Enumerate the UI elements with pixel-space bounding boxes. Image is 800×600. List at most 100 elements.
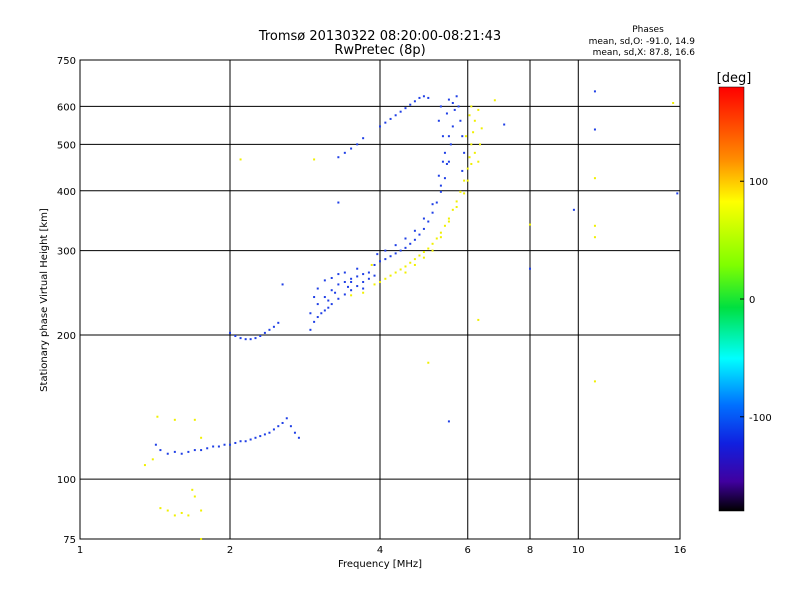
data-point-o-mode xyxy=(418,233,421,236)
data-point-o-mode xyxy=(431,211,434,214)
data-point-o-mode xyxy=(229,331,231,334)
data-point-o-mode xyxy=(313,296,316,299)
data-point-x-mode xyxy=(394,271,397,274)
data-point-o-mode xyxy=(323,296,326,299)
data-point-o-mode xyxy=(323,309,326,312)
data-point-o-mode xyxy=(350,289,353,292)
data-point-o-mode xyxy=(593,90,596,93)
data-point-x-mode xyxy=(439,236,442,239)
data-point-x-mode xyxy=(313,158,316,161)
data-point-o-mode xyxy=(343,293,346,296)
data-point-x-mode xyxy=(399,268,402,271)
data-point-x-mode xyxy=(459,190,462,193)
data-point-o-mode xyxy=(316,316,319,319)
data-point-o-mode xyxy=(362,280,365,283)
data-point-o-mode xyxy=(223,443,226,446)
data-point-o-mode xyxy=(373,263,376,266)
data-point-o-mode xyxy=(212,445,215,448)
data-point-o-mode xyxy=(337,297,340,300)
y-axis-ticks: 75 100 200 300 400 500 600 750 xyxy=(57,56,76,546)
data-point-o-mode xyxy=(337,273,340,276)
data-point-x-mode xyxy=(443,224,446,227)
data-point-x-mode xyxy=(370,263,373,266)
data-point-o-mode xyxy=(399,110,402,113)
data-point-o-mode xyxy=(309,312,312,315)
data-point-x-mode xyxy=(431,242,434,245)
data-point-o-mode xyxy=(323,279,326,282)
data-point-o-mode xyxy=(268,328,271,331)
data-point-o-mode xyxy=(437,119,440,122)
data-point-o-mode xyxy=(337,156,340,159)
data-point-x-mode xyxy=(422,251,425,254)
y-tick-label: 200 xyxy=(57,331,76,342)
data-point-x-mode xyxy=(480,127,483,130)
data-point-x-mode xyxy=(422,256,425,259)
colorbar-label: [deg] xyxy=(717,71,752,86)
data-point-o-mode xyxy=(187,450,190,453)
data-point-x-mode xyxy=(173,514,176,517)
data-point-o-mode xyxy=(404,246,407,249)
data-point-o-mode xyxy=(437,174,440,177)
y-tick-label: 600 xyxy=(57,102,76,113)
data-point-o-mode xyxy=(459,119,462,122)
data-point-x-mode xyxy=(435,237,438,240)
data-point-x-mode xyxy=(593,177,596,180)
data-point-o-mode xyxy=(343,271,346,274)
data-point-x-mode xyxy=(464,135,467,138)
data-point-x-mode xyxy=(468,114,471,117)
data-point-o-mode xyxy=(200,449,203,452)
data-point-o-mode xyxy=(268,431,271,434)
data-point-x-mode xyxy=(418,254,421,257)
data-point-x-mode xyxy=(193,495,196,498)
data-point-x-mode xyxy=(447,220,450,223)
x-tick-label: 4 xyxy=(377,545,383,556)
stats-o-mode: mean, sd,O: -91.0, 14.9 xyxy=(589,37,696,47)
data-point-x-mode xyxy=(173,418,176,421)
data-point-o-mode xyxy=(384,121,387,124)
data-point-x-mode xyxy=(389,274,392,277)
data-point-o-mode xyxy=(379,260,381,263)
data-point-x-mode xyxy=(180,511,183,514)
data-point-x-mode xyxy=(379,280,381,283)
data-point-x-mode xyxy=(439,231,442,234)
data-point-o-mode xyxy=(362,287,365,290)
data-point-o-mode xyxy=(337,283,340,286)
colorbar-ticks: 100 0 -100 xyxy=(740,177,772,424)
data-point-o-mode xyxy=(427,220,430,223)
data-point-o-mode xyxy=(447,420,450,423)
data-point-o-mode xyxy=(154,443,157,446)
data-point-o-mode xyxy=(316,303,319,306)
data-point-x-mode xyxy=(384,277,387,280)
data-point-o-mode xyxy=(457,105,460,108)
data-point-o-mode xyxy=(350,277,353,280)
data-point-o-mode xyxy=(445,112,448,115)
x-tick-label: 1 xyxy=(77,545,83,556)
data-point-o-mode xyxy=(461,169,464,172)
data-point-o-mode xyxy=(320,312,323,315)
data-point-o-mode xyxy=(461,135,464,138)
data-point-o-mode xyxy=(445,162,448,165)
data-point-o-mode xyxy=(285,417,288,420)
data-point-o-mode xyxy=(394,252,397,255)
data-point-x-mode xyxy=(672,101,675,104)
data-point-x-mode xyxy=(472,131,475,134)
data-point-x-mode xyxy=(463,179,466,182)
data-point-x-mode xyxy=(409,261,412,264)
y-tick-label: 75 xyxy=(63,535,76,546)
data-point-o-mode xyxy=(409,242,412,245)
data-point-x-mode xyxy=(431,249,434,252)
data-point-o-mode xyxy=(409,103,412,106)
data-point-o-mode xyxy=(431,203,434,206)
data-point-o-mode xyxy=(337,201,340,204)
data-point-x-mode xyxy=(473,151,476,154)
x-axis-label: Frequency [MHz] xyxy=(338,559,422,570)
data-point-o-mode xyxy=(193,449,196,452)
data-point-o-mode xyxy=(263,331,266,334)
data-point-x-mode xyxy=(529,223,531,226)
data-point-o-mode xyxy=(384,249,387,252)
data-point-o-mode xyxy=(350,147,353,150)
data-point-x-mode xyxy=(477,160,480,163)
data-point-x-mode xyxy=(200,436,203,439)
data-point-o-mode xyxy=(441,135,444,138)
data-point-x-mode xyxy=(151,458,154,461)
